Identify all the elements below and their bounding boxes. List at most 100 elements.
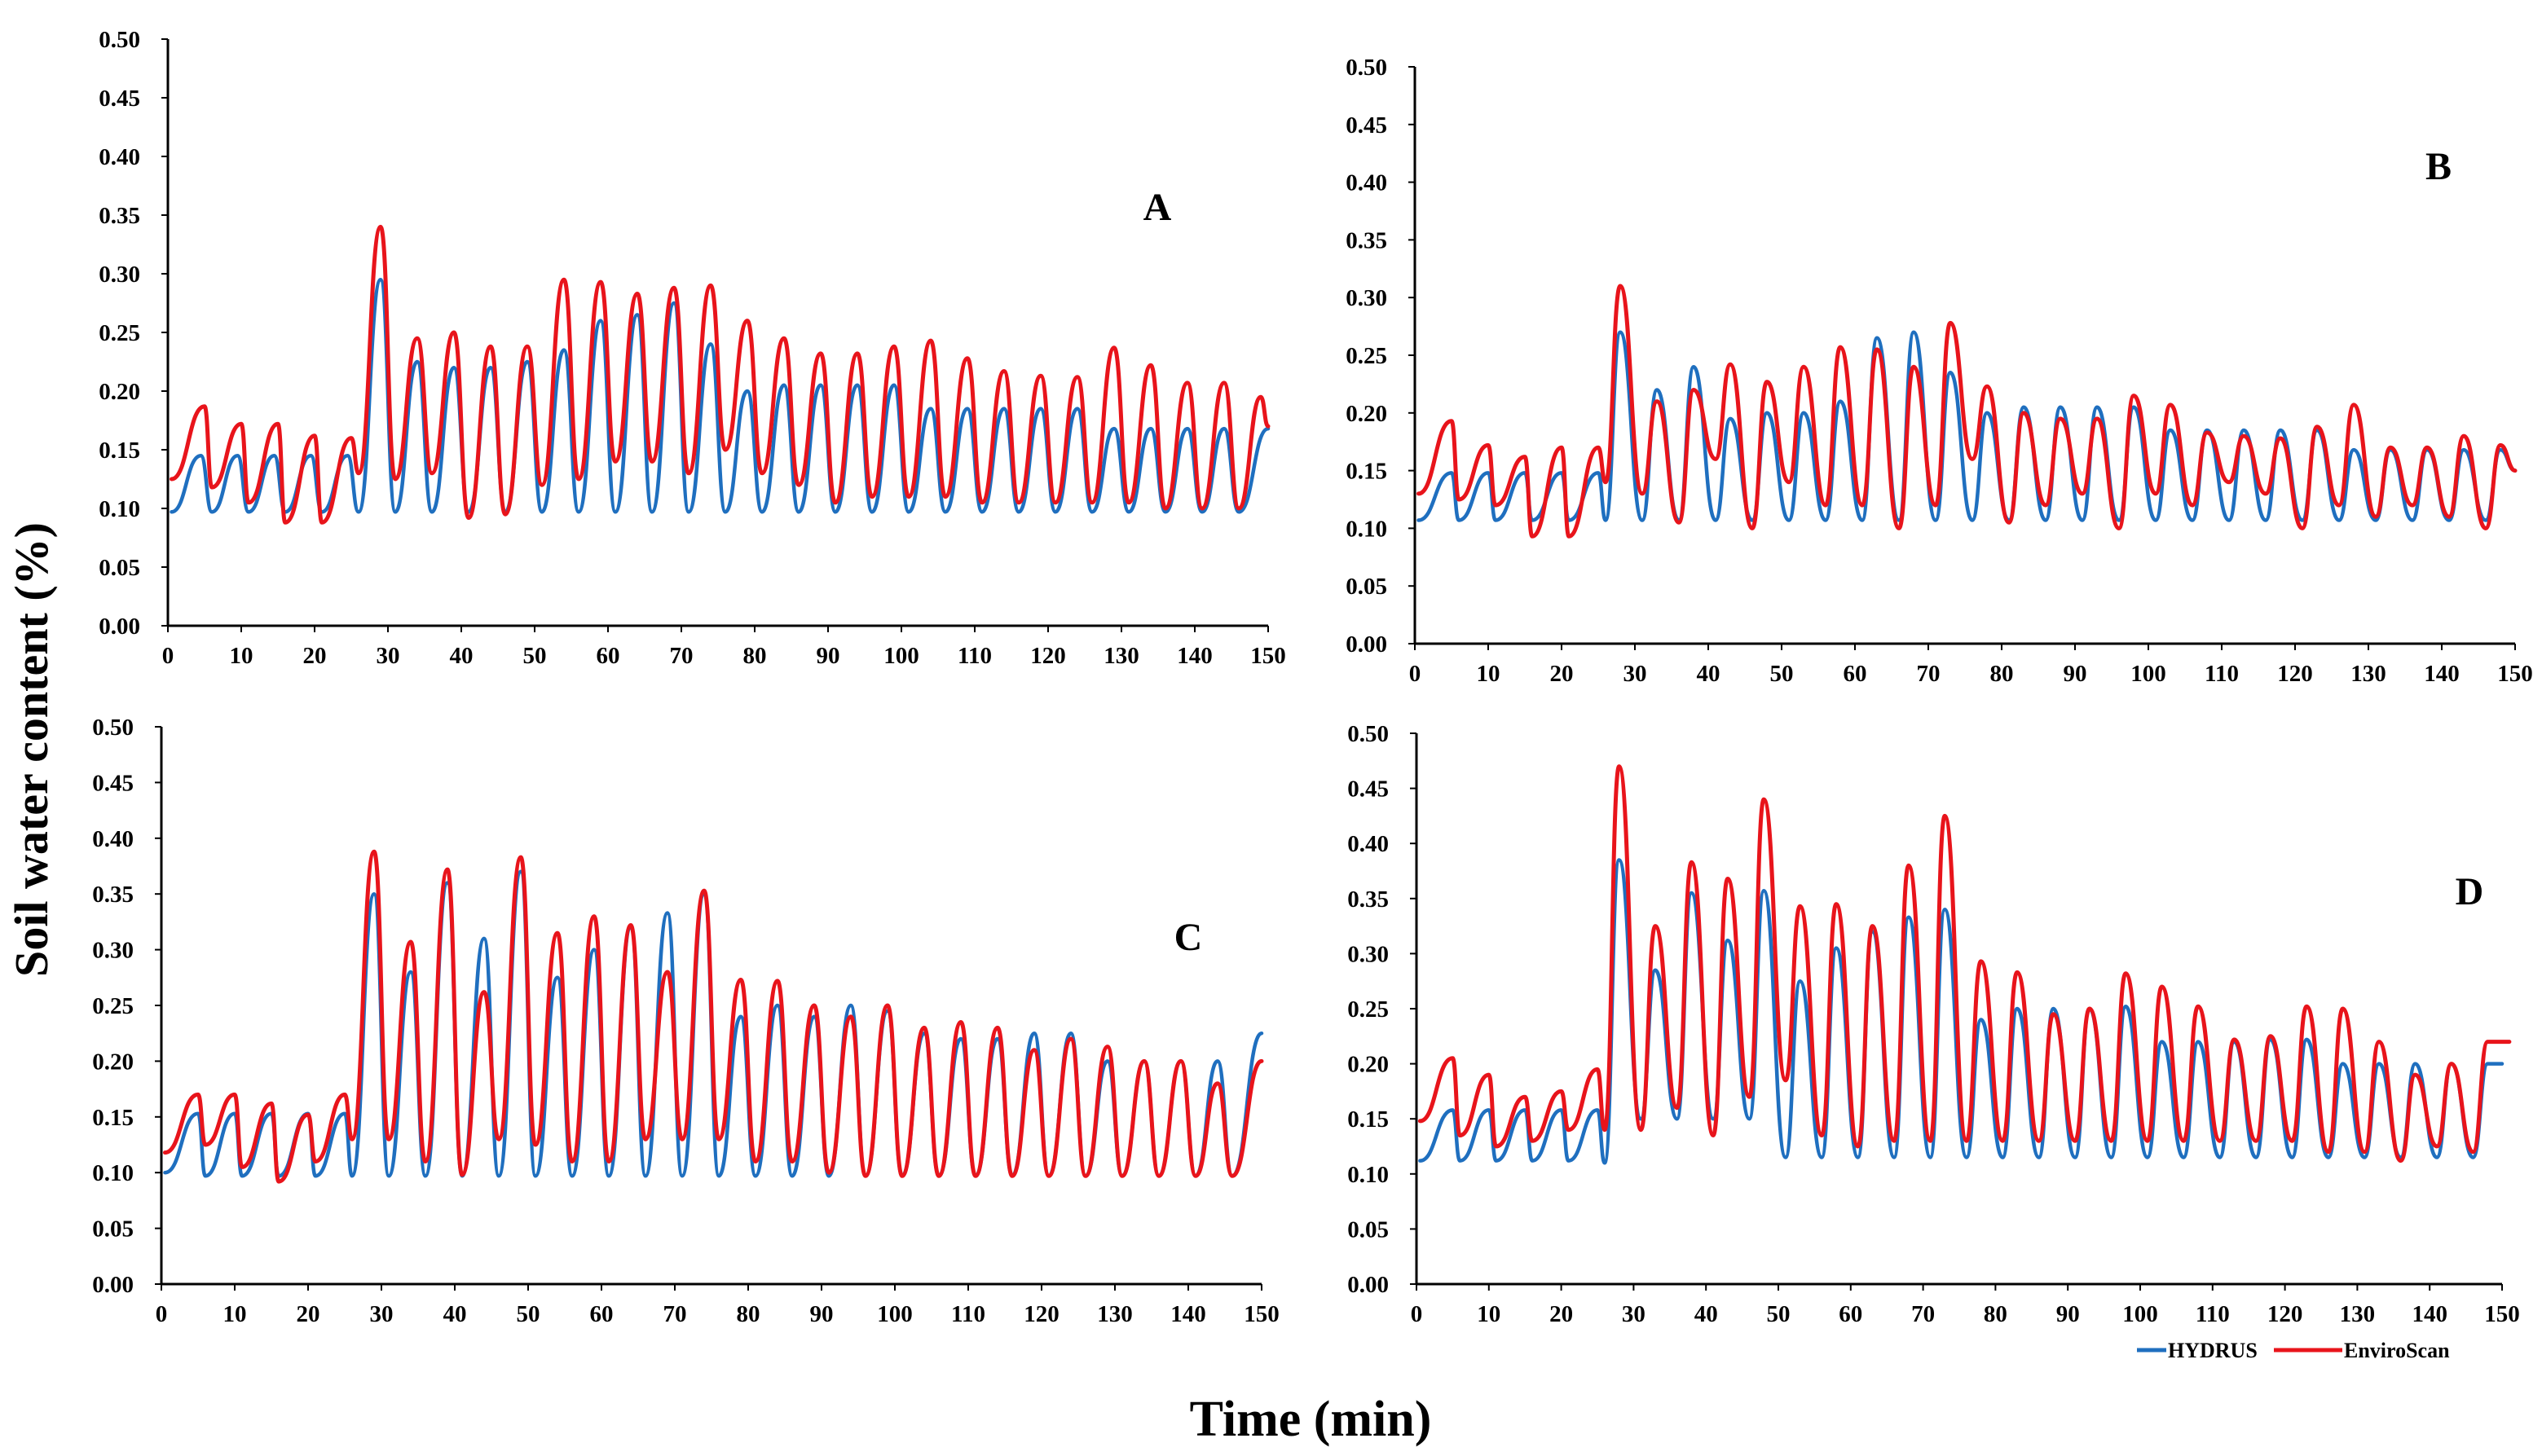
panel-d-x-tick-label: 140 (2412, 1301, 2447, 1327)
panel-a-y-tick-label: 0.45 (99, 86, 140, 112)
panel-d-y-tick-label: 0.35 (1347, 886, 1389, 913)
panel-a-x-tick-label: 140 (1177, 643, 1213, 669)
panel-d-y-tick-label: 0.20 (1347, 1052, 1389, 1078)
panel-b-x-tick-label: 30 (1623, 661, 1647, 687)
panel-a-x-tick-label: 60 (597, 643, 620, 669)
panel-a-x-tick-label: 120 (1030, 643, 1066, 669)
panel-a-x-tick-label: 30 (377, 643, 400, 669)
panel-d-y-tick-label: 0.30 (1347, 941, 1389, 967)
panel-b-x-tick-label: 10 (1477, 661, 1500, 687)
panel-d-x-tick-label: 40 (1694, 1301, 1718, 1327)
panel-d-y-tick-label: 0.05 (1347, 1216, 1389, 1243)
panel-b-y-tick-label: 0.05 (1346, 574, 1387, 600)
panel-b-x-tick-label: 70 (1917, 661, 1941, 687)
panel-d-y-tick-label: 0.10 (1347, 1162, 1389, 1188)
panel-b-x-tick-label: 40 (1697, 661, 1720, 687)
panel-c-x-tick-label: 40 (443, 1301, 467, 1327)
panel-b-x-tick-label: 80 (1990, 661, 2014, 687)
panel-a-y-tick-label: 0.00 (99, 614, 140, 640)
panel-a: A 0.00 0.05 0.10 0.15 0.20 0.25 0.30 0.35 0.40 0.… (99, 27, 1286, 669)
panel-d-y-tick-label: 0.00 (1347, 1272, 1389, 1298)
panel-d-x-tick-label: 100 (2122, 1301, 2158, 1327)
panel-c-y-tick-label: 0.40 (92, 826, 134, 852)
y-axis-label: Soil water content (%) (5, 522, 58, 977)
panel-c-x-tick-label: 130 (1097, 1301, 1133, 1327)
legend: HYDRUS EnviroScan (2137, 1339, 2450, 1362)
panel-b-x-tick-label: 120 (2277, 661, 2313, 687)
panel-b-y-tick-label: 0.50 (1346, 55, 1387, 81)
panel-d-x-tick-label: 10 (1477, 1301, 1500, 1327)
panel-d-y-tick-label: 0.25 (1347, 996, 1389, 1023)
panel-d-x-tick-label: 110 (2196, 1301, 2230, 1327)
panel-b-y-tick-label: 0.10 (1346, 516, 1387, 542)
panel-c-x-tick-label: 140 (1170, 1301, 1206, 1327)
panel-a-y-tick-label: 0.30 (99, 262, 140, 288)
panel-a-x-tick-label: 10 (230, 643, 253, 669)
panel-a-x-tick-label: 80 (743, 643, 767, 669)
panel-c-y-tick-label: 0.15 (92, 1105, 134, 1131)
panel-c-x-tick-label: 120 (1024, 1301, 1060, 1327)
panel-b-x-tick-label: 100 (2130, 661, 2166, 687)
panel-b-x-tick-label: 0 (1409, 661, 1421, 687)
panel-b-x-tick-label: 90 (2064, 661, 2087, 687)
panel-b-x-tick-label: 150 (2497, 661, 2533, 687)
panel-a-x-tick-label: 130 (1104, 643, 1139, 669)
panel-d-x-tick-label: 120 (2267, 1301, 2303, 1327)
panel-b-y-tick-label: 0.00 (1346, 631, 1387, 658)
panel-b-x-tick-label: 20 (1550, 661, 1574, 687)
panel-d-x-tick-label: 70 (1911, 1301, 1935, 1327)
panel-b-x-tick-label: 130 (2350, 661, 2386, 687)
panel-d-x-tick-label: 20 (1549, 1301, 1573, 1327)
panel-d: D 0.00 0.05 0.10 0.15 0.20 0.25 0.30 0.35 0.40 0.… (1347, 721, 2520, 1327)
panel-d-enviroscan-line (1417, 764, 2512, 1163)
legend-hydrus-label: HYDRUS (2168, 1339, 2258, 1362)
panel-c: C 0.00 0.05 0.10 0.15 0.20 0.25 0.30 0.35 0.40 0.… (92, 715, 1280, 1327)
panel-d-x-tick-label: 90 (2056, 1301, 2080, 1327)
panel-c-y-tick-label: 0.45 (92, 770, 134, 796)
panel-a-y-tick-label: 0.50 (99, 27, 140, 53)
panel-a-x-tick-label: 20 (303, 643, 327, 669)
panel-b-y-tick-label: 0.40 (1346, 170, 1387, 196)
panel-a-y-tick-label: 0.25 (99, 320, 140, 346)
panel-d-x-tick-label: 60 (1839, 1301, 1862, 1327)
panel-c-x-tick-label: 50 (517, 1301, 540, 1327)
panel-c-x-tick-label: 70 (663, 1301, 687, 1327)
panel-c-x-tick-label: 0 (156, 1301, 168, 1327)
panel-c-y-tick-label: 0.05 (92, 1216, 134, 1243)
panel-a-x-tick-label: 150 (1250, 643, 1286, 669)
panel-b-y-tick-label: 0.20 (1346, 401, 1387, 427)
panel-b-x-tick-label: 110 (2205, 661, 2239, 687)
panel-c-letter: C (1174, 916, 1203, 959)
panel-a-y-tick-label: 0.05 (99, 555, 140, 581)
panel-c-y-tick-label: 0.10 (92, 1160, 134, 1186)
panel-b-x-tick-label: 140 (2424, 661, 2460, 687)
panel-c-y-tick-label: 0.00 (92, 1272, 134, 1298)
panel-b-y-tick-label: 0.45 (1346, 112, 1387, 139)
panel-a-x-tick-label: 50 (523, 643, 547, 669)
panel-c-x-tick-label: 10 (223, 1301, 247, 1327)
panel-a-y-tick-label: 0.15 (99, 438, 140, 464)
panel-c-y-tick-label: 0.50 (92, 715, 134, 741)
panel-d-x-tick-label: 30 (1622, 1301, 1645, 1327)
panel-b-y-tick-label: 0.35 (1346, 227, 1387, 253)
panel-b-y-tick-label: 0.15 (1346, 459, 1387, 485)
panel-c-x-tick-label: 110 (951, 1301, 985, 1327)
panel-c-x-tick-label: 30 (370, 1301, 394, 1327)
panel-d-y-tick-label: 0.15 (1347, 1106, 1389, 1133)
panel-c-y-tick-label: 0.35 (92, 882, 134, 908)
panel-d-letter: D (2456, 870, 2484, 913)
panel-a-y-tick-label: 0.35 (99, 203, 140, 229)
panel-d-y-tick-label: 0.50 (1347, 721, 1389, 747)
panel-d-x-tick-label: 50 (1767, 1301, 1791, 1327)
panel-d-x-tick-label: 130 (2340, 1301, 2376, 1327)
panel-b: B 0.00 0.05 0.10 0.15 0.20 0.25 0.30 0.35 0.40 0.… (1346, 55, 2533, 687)
panel-a-y-tick-label: 0.40 (99, 144, 140, 170)
panel-b-y-tick-label: 0.25 (1346, 343, 1387, 369)
panel-c-x-tick-label: 60 (590, 1301, 614, 1327)
panel-c-y-tick-label: 0.20 (92, 1049, 134, 1075)
panel-c-enviroscan-line (163, 849, 1264, 1184)
panel-a-x-tick-label: 110 (958, 643, 992, 669)
panel-a-x-tick-label: 40 (450, 643, 474, 669)
legend-enviroscan-label: EnviroScan (2344, 1339, 2450, 1362)
panel-b-y-tick-label: 0.30 (1346, 285, 1387, 311)
